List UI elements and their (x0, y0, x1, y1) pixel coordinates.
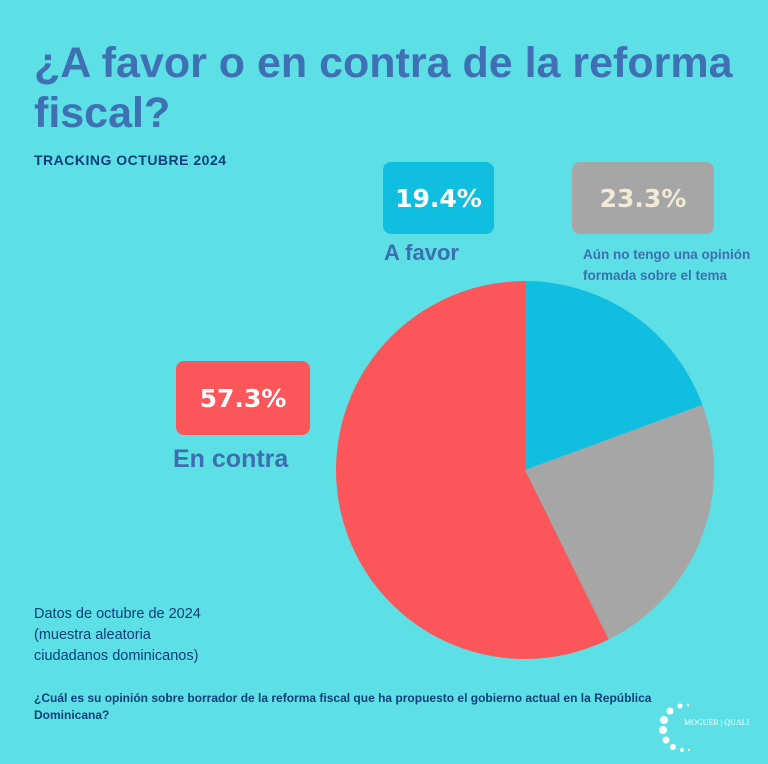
pie-slice-0 (525, 281, 703, 470)
logo-dots-icon (659, 703, 691, 752)
label-contra: En contra (173, 445, 289, 473)
value-label-contra: 57.3% (176, 361, 310, 435)
label-undecided: Aún no tengo una opinión formada sobre e… (583, 247, 751, 283)
brand-logo: MOGUER | QUALI (652, 700, 752, 755)
pie-slice-2 (336, 281, 609, 660)
logo-text: MOGUER | QUALI (684, 718, 750, 727)
note-line: ciudadanos dominicanos) (34, 648, 199, 664)
note-line: (muestra aleatoria (34, 627, 151, 643)
note-line: Datos de octubre de 2024 (34, 606, 201, 622)
pie-slice-1 (525, 404, 715, 640)
page-title: ¿A favor o en contra de la reforma fisca… (34, 39, 733, 137)
label-favor: A favor (384, 240, 459, 265)
survey-question: ¿Cuál es su opinión sobre borrador de la… (34, 691, 652, 722)
value-label-favor: 19.4% (383, 162, 494, 234)
data-note: Datos de octubre de 2024 (muestra aleato… (34, 604, 201, 667)
subtitle: TRACKING OCTUBRE 2024 (34, 152, 227, 168)
value-label-undecided: 23.3% (572, 162, 714, 234)
